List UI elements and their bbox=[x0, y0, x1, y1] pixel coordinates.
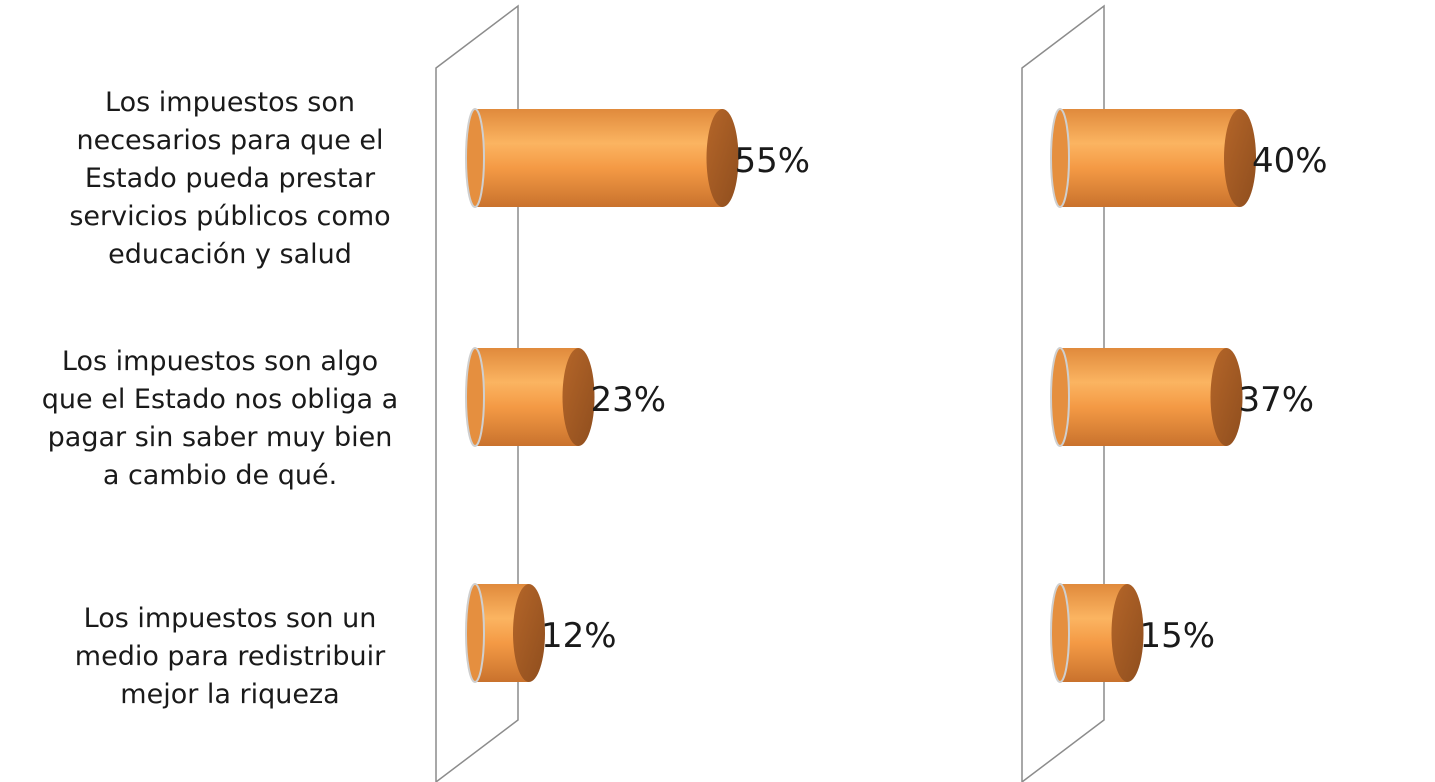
data-label-2-2: 37% bbox=[1239, 380, 1315, 420]
bar-base-1-3 bbox=[465, 583, 485, 683]
panel-1: 55% 23% 12% bbox=[435, 4, 811, 782]
bar-cap-2-2 bbox=[1210, 348, 1243, 446]
panel-wall-1 bbox=[435, 4, 519, 782]
bar-cap-1-3 bbox=[513, 584, 545, 682]
data-label-1-1: 55% bbox=[735, 141, 811, 181]
category-label-3: Los impuestos son un medio para redistri… bbox=[74, 603, 386, 710]
panel-2: 40% 37% 15% bbox=[1021, 4, 1328, 782]
category-label-1: Los impuestos son necesarios para que el… bbox=[69, 87, 391, 270]
bar-base-1-2 bbox=[465, 347, 485, 447]
bar-base-2-3 bbox=[1050, 583, 1070, 683]
data-label-1-3: 12% bbox=[541, 616, 617, 656]
bar-cap-1-2 bbox=[562, 348, 595, 446]
bar-2-2 bbox=[1060, 348, 1227, 446]
bar-cap-2-1 bbox=[1224, 109, 1256, 207]
bar-1-1 bbox=[475, 109, 723, 207]
bar-1-2 bbox=[475, 348, 579, 446]
data-label-2-1: 40% bbox=[1252, 141, 1328, 181]
data-label-2-3: 15% bbox=[1140, 616, 1216, 656]
bar-2-1 bbox=[1060, 109, 1240, 207]
category-label-2: Los impuestos son algo que el Estado nos… bbox=[41, 346, 399, 491]
bar-base-2-1 bbox=[1050, 108, 1070, 208]
bar-cap-1-1 bbox=[706, 109, 739, 207]
data-label-1-2: 23% bbox=[591, 380, 667, 420]
bar-base-1-1 bbox=[465, 108, 485, 208]
bar-base-2-2 bbox=[1050, 347, 1070, 447]
bar-cap-2-3 bbox=[1111, 584, 1144, 682]
panel-wall-2 bbox=[1021, 4, 1105, 782]
